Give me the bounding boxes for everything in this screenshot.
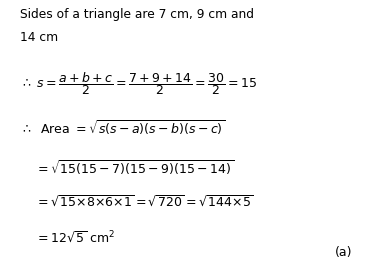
Text: 14 cm: 14 cm [20, 31, 58, 44]
Text: $= 12\sqrt{5}$ cm$^2$: $= 12\sqrt{5}$ cm$^2$ [35, 230, 115, 246]
Text: Sides of a triangle are 7 cm, 9 cm and: Sides of a triangle are 7 cm, 9 cm and [20, 8, 254, 21]
Text: $= \sqrt{15{\times}8{\times}6{\times}1} = \sqrt{720} = \sqrt{144{\times}5}$: $= \sqrt{15{\times}8{\times}6{\times}1} … [35, 194, 253, 209]
Text: $\therefore\; s = \dfrac{a+b+c}{2} = \dfrac{7+9+14}{2} = \dfrac{30}{2} = 15$: $\therefore\; s = \dfrac{a+b+c}{2} = \df… [20, 70, 257, 97]
Text: $\therefore\;$ Area $= \sqrt{s(s-a)(s-b)(s-c)}$: $\therefore\;$ Area $= \sqrt{s(s-a)(s-b)… [20, 118, 226, 137]
Text: $= \sqrt{15(15-7)(15-9)(15-14)}$: $= \sqrt{15(15-7)(15-9)(15-14)}$ [35, 158, 234, 177]
Text: (a): (a) [335, 246, 352, 259]
